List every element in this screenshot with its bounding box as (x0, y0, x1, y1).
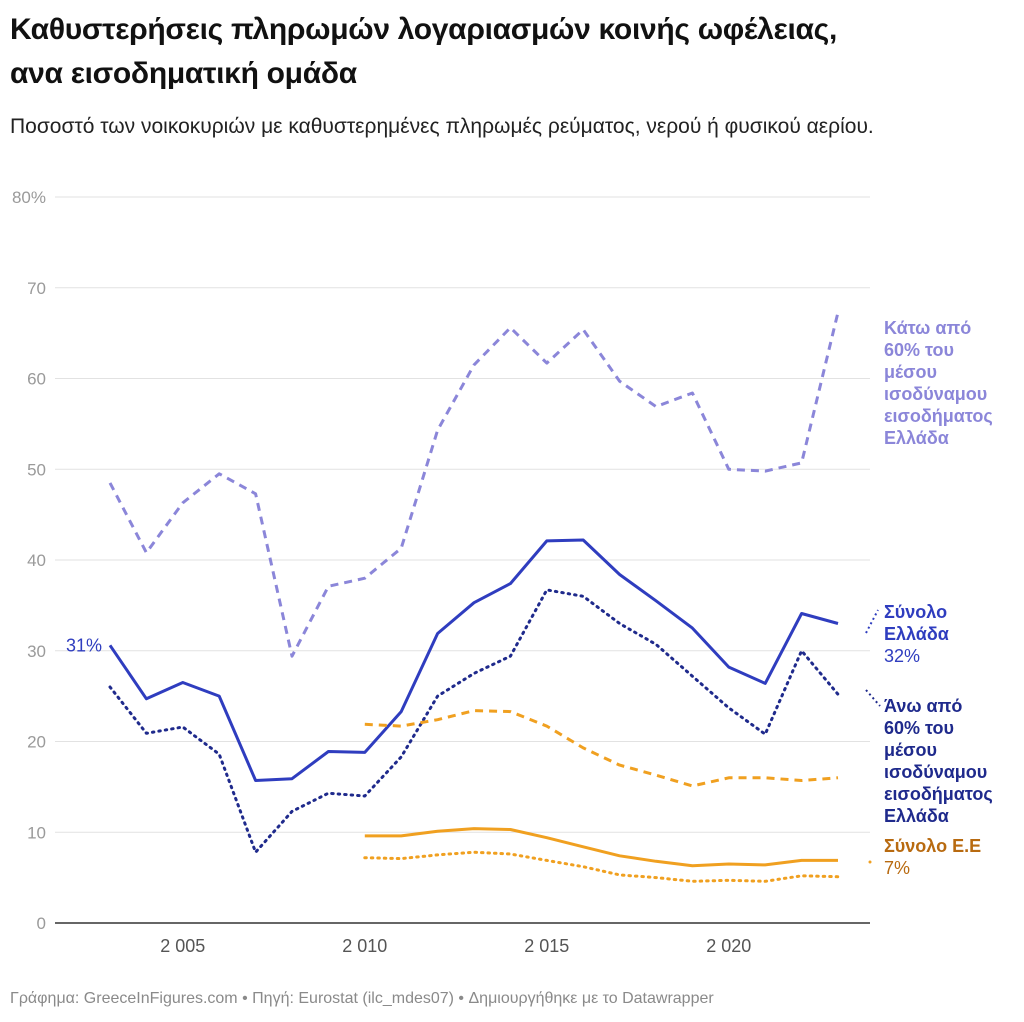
x-tick-label: 2 005 (160, 936, 205, 956)
gridlines (55, 196, 870, 924)
y-tick-label: 70 (27, 279, 46, 298)
x-tick-label: 2 015 (524, 936, 569, 956)
y-tick-label: 30 (27, 642, 46, 661)
y-tick-label: 40 (27, 551, 46, 570)
series-line-3 (364, 709, 839, 788)
connector-total-greece (865, 609, 879, 634)
label-total-greece: Σύνολο Ελλάδα (884, 602, 949, 644)
x-tick-label: 2 020 (706, 936, 751, 956)
label-above-60-greece: Άνω από 60% του μέσου ισοδύναμου εισοδήματος… (884, 696, 993, 826)
y-tick-label: 10 (27, 823, 46, 842)
series-line-2 (108, 588, 840, 854)
chart-subtitle: Ποσοστό των νοικοκυριών με καθυστερημένε… (10, 115, 874, 138)
y-tick-label: 60 (27, 370, 46, 389)
chart-title: Καθυστερήσεις πληρωμών λογαριασμών κοινή… (10, 13, 838, 90)
connector-above-60-greece (865, 689, 881, 707)
connector-total-eu (868, 860, 872, 864)
value-label-total-greece: 32% (884, 646, 920, 666)
y-tick-label: 0 (37, 914, 46, 933)
label-total-eu: Σύνολο Ε.Ε (884, 836, 981, 856)
y-axis-ticks: 0 10 20 30 40 50 60 70 80% (12, 188, 46, 933)
series-line-5 (363, 850, 840, 883)
y-tick-label: 20 (27, 733, 46, 752)
series-labels: Κάτω από 60% του μέσου ισοδύναμου εισοδήματο… (66, 318, 993, 878)
label-below-60-greece: Κάτω από 60% του μέσου ισοδύναμου εισοδήματο… (884, 318, 993, 448)
x-axis-ticks: 2 005 2 010 2 015 2 020 (160, 936, 751, 956)
series-line-1 (108, 538, 839, 782)
start-label-total-greece: 31% (66, 635, 102, 655)
value-label-total-eu: 7% (884, 858, 910, 878)
y-tick-label: 80% (12, 188, 46, 207)
y-tick-label: 50 (27, 460, 46, 479)
series-lines (108, 311, 840, 883)
series-line-0 (108, 311, 840, 658)
chart-footer-source: Γράφημα: GreeceInFigures.com • Πηγή: Eur… (10, 990, 714, 1007)
x-tick-label: 2 010 (342, 936, 387, 956)
series-line-4 (364, 827, 838, 868)
